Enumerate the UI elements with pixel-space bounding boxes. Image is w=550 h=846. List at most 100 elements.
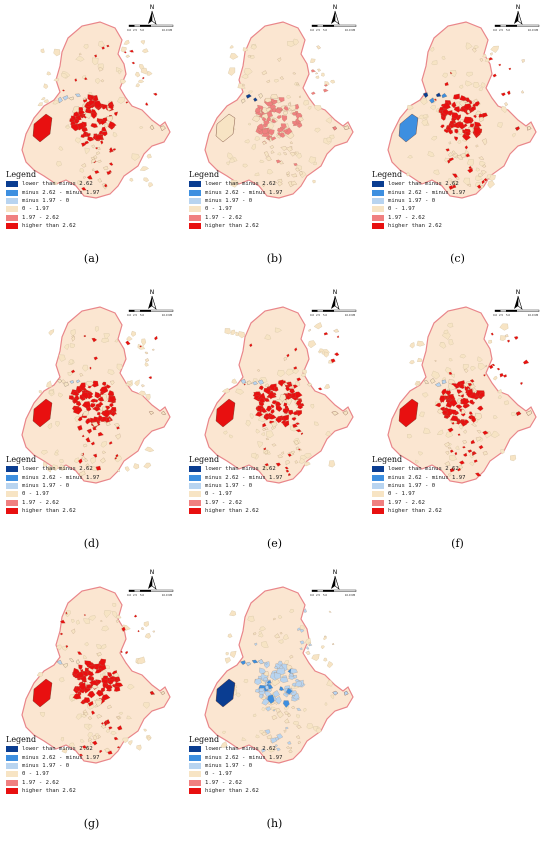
legend: Legend lower than minus 2.62 minus 2.62 - … <box>189 170 282 230</box>
land-parcel <box>145 393 151 401</box>
land-parcel <box>91 710 96 715</box>
land-parcel <box>93 155 98 160</box>
land-parcel <box>96 644 102 650</box>
scale-label: 2.5 <box>316 593 320 597</box>
land-parcel <box>452 173 458 179</box>
land-parcel <box>220 741 228 748</box>
legend-swatch <box>189 197 201 204</box>
land-parcel <box>433 98 437 101</box>
land-parcel <box>252 381 258 386</box>
legend: Legend lower than minus 2.62 minus 2.62 - … <box>6 455 99 515</box>
land-parcel <box>467 167 473 174</box>
land-parcel <box>68 395 74 401</box>
land-parcel <box>101 722 104 725</box>
land-parcel <box>262 184 265 188</box>
land-parcel <box>126 336 133 342</box>
land-parcel <box>482 53 487 58</box>
scale-label: 10.0 KM <box>528 28 539 32</box>
land-parcel <box>254 106 261 113</box>
land-parcel <box>88 615 96 621</box>
land-parcel <box>441 109 450 116</box>
legend-title: Legend <box>6 735 37 744</box>
land-parcel <box>481 179 485 185</box>
land-parcel <box>90 457 96 464</box>
land-parcel <box>115 453 119 458</box>
land-parcel <box>500 105 508 114</box>
land-parcel <box>87 691 96 699</box>
land-parcel <box>46 71 52 76</box>
land-parcel <box>265 437 269 440</box>
land-parcel <box>478 444 484 450</box>
land-parcel <box>84 112 91 119</box>
legend-title: Legend <box>189 455 220 464</box>
land-parcel <box>478 156 485 160</box>
land-parcel <box>229 45 234 49</box>
legend-swatch <box>189 223 201 230</box>
land-parcel <box>483 374 486 377</box>
north-arrow-icon: N <box>331 569 340 590</box>
land-parcel <box>69 658 75 663</box>
land-parcel <box>296 725 302 729</box>
land-parcel <box>459 354 467 359</box>
land-parcel <box>87 100 95 106</box>
land-parcel <box>497 389 503 394</box>
land-parcel <box>409 342 415 349</box>
land-parcel <box>264 691 272 697</box>
land-parcel <box>226 161 231 166</box>
legend-label: higher than 2.62 <box>22 508 76 515</box>
land-parcel <box>333 328 340 333</box>
land-parcel <box>458 425 463 430</box>
legend-swatch <box>372 474 384 481</box>
land-parcel <box>451 421 455 425</box>
land-parcel <box>430 135 438 141</box>
scale-label: 5.0 <box>506 313 510 317</box>
legend-swatch <box>372 466 384 473</box>
land-parcel <box>454 451 458 456</box>
land-parcel <box>138 390 146 397</box>
land-parcel <box>275 108 282 114</box>
land-parcel <box>47 422 53 430</box>
legend-item: 1.97 - 2.62 <box>6 214 99 222</box>
land-parcel <box>249 413 254 420</box>
legend-item: minus 1.97 - 0 <box>189 197 282 205</box>
land-parcel <box>521 90 525 94</box>
land-parcel <box>263 447 266 451</box>
scale-label: 0.0 <box>310 593 314 597</box>
land-parcel <box>48 329 55 336</box>
land-parcel <box>287 453 292 457</box>
legend-label: lower than minus 2.62 <box>205 746 276 753</box>
land-parcel <box>279 665 284 670</box>
land-parcel <box>513 336 519 340</box>
legend-label: minus 2.62 - minus 1.97 <box>22 754 100 761</box>
land-parcel <box>448 358 453 362</box>
land-parcel <box>107 369 115 376</box>
land-parcel <box>262 677 268 681</box>
land-parcel <box>243 679 249 684</box>
land-parcel <box>470 365 477 372</box>
legend-swatch <box>189 762 201 769</box>
land-parcel <box>99 385 109 394</box>
land-parcel <box>139 166 149 171</box>
land-parcel <box>143 177 150 183</box>
legend-swatch <box>372 189 384 196</box>
legend-item: higher than 2.62 <box>6 222 99 230</box>
legend-swatch <box>372 223 384 230</box>
land-parcel <box>293 163 298 167</box>
land-parcel <box>443 329 449 335</box>
land-parcel <box>279 76 284 80</box>
land-parcel <box>455 404 463 410</box>
land-parcel <box>467 449 473 453</box>
land-parcel <box>285 460 291 465</box>
scale-label: 0.0 <box>310 313 314 317</box>
land-parcel <box>101 131 108 137</box>
land-parcel <box>229 610 237 617</box>
legend-item: minus 2.62 - minus 1.97 <box>372 188 465 196</box>
land-parcel <box>43 83 49 90</box>
land-parcel <box>498 63 502 67</box>
land-parcel <box>257 379 264 385</box>
land-parcel <box>39 712 45 718</box>
land-parcel <box>125 340 131 346</box>
land-parcel <box>475 472 482 477</box>
land-parcel <box>242 83 245 87</box>
land-parcel <box>286 171 290 176</box>
